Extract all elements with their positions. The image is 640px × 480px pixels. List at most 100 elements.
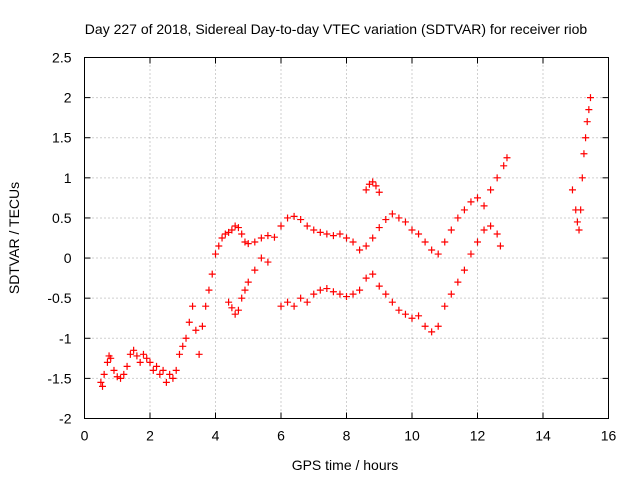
data-point	[323, 230, 331, 238]
x-tick-labels: 0 2 4 6 8 10 12 14 16	[81, 428, 617, 444]
data-point	[221, 230, 229, 238]
data-point	[303, 222, 311, 230]
data-point	[441, 302, 449, 310]
data-point	[401, 218, 409, 226]
data-point	[568, 186, 576, 194]
chart-title: Day 227 of 2018, Sidereal Day-to-day VTE…	[85, 21, 588, 37]
data-point	[421, 322, 429, 330]
data-point	[493, 230, 501, 238]
data-point	[578, 174, 586, 182]
data-point	[428, 246, 436, 254]
data-point	[583, 118, 591, 126]
data-point	[382, 290, 390, 298]
data-point	[467, 250, 475, 258]
data-point	[375, 188, 383, 196]
x-tick-label: 16	[601, 428, 617, 444]
data-point	[146, 358, 154, 366]
data-point	[336, 230, 344, 238]
x-tick-label: 14	[535, 428, 551, 444]
data-point	[251, 266, 259, 274]
y-axis-label: SDTVAR / TECUs	[6, 182, 22, 294]
data-point	[264, 258, 272, 266]
data-point	[369, 234, 377, 242]
data-point	[251, 238, 259, 246]
data-point	[139, 350, 147, 358]
data-point	[372, 182, 380, 190]
data-point	[575, 226, 583, 234]
data-point	[179, 342, 187, 350]
data-point	[208, 270, 216, 278]
data-point	[117, 374, 125, 382]
data-point	[189, 302, 197, 310]
data-point	[234, 224, 242, 232]
data-point	[297, 294, 305, 302]
data-point	[487, 186, 495, 194]
data-point	[382, 216, 390, 224]
data-point	[133, 352, 141, 360]
data-point	[228, 304, 236, 312]
data-point	[192, 326, 200, 334]
data-point	[362, 274, 370, 282]
data-point	[415, 230, 423, 238]
data-point	[297, 216, 305, 224]
data-point	[415, 312, 423, 320]
data-point	[362, 186, 370, 194]
data-point	[162, 378, 170, 386]
data-point	[408, 226, 416, 234]
y-tick-label: -0.5	[47, 290, 71, 306]
data-point	[257, 234, 265, 242]
data-point	[153, 362, 161, 370]
data-point	[215, 242, 223, 250]
data-point	[264, 232, 272, 240]
data-point	[474, 238, 481, 246]
data-point	[244, 278, 252, 286]
data-point	[113, 373, 121, 381]
data-point	[103, 358, 111, 366]
data-point	[231, 222, 239, 230]
data-point	[212, 250, 219, 258]
data-point	[231, 310, 239, 318]
data-point	[349, 238, 357, 246]
data-point	[228, 226, 236, 234]
data-point	[310, 290, 318, 298]
data-point	[336, 290, 344, 298]
data-point	[244, 240, 252, 248]
data-point	[356, 286, 364, 294]
data-point	[580, 150, 588, 158]
data-point	[100, 370, 108, 378]
y-tick-label: -2	[59, 411, 72, 427]
data-point	[182, 334, 190, 342]
data-point	[126, 350, 134, 358]
data-point	[277, 302, 285, 310]
data-point	[329, 232, 337, 240]
y-tick-label: 1.5	[52, 130, 72, 146]
data-point	[159, 366, 167, 374]
data-points	[97, 94, 594, 390]
data-point	[388, 210, 396, 218]
data-point	[323, 285, 331, 293]
data-point	[156, 370, 164, 378]
data-point	[474, 194, 481, 202]
data-point	[198, 322, 206, 330]
data-point	[97, 378, 105, 386]
y-tick-label: 1	[64, 170, 72, 186]
data-point	[316, 286, 324, 294]
y-tick-label: 0.5	[52, 210, 72, 226]
data-point	[290, 212, 298, 220]
data-point	[185, 318, 193, 326]
data-point	[577, 206, 585, 214]
data-point	[388, 298, 396, 306]
data-point	[375, 282, 383, 290]
axis-ticks	[84, 57, 609, 419]
y-tick-label: -1	[59, 330, 72, 346]
data-point	[143, 354, 151, 362]
data-point	[480, 226, 488, 234]
data-point	[585, 106, 593, 114]
data-point	[123, 362, 131, 370]
x-tick-label: 12	[470, 428, 486, 444]
data-point	[356, 246, 364, 254]
data-point	[467, 198, 475, 206]
data-point	[238, 230, 246, 238]
data-point	[375, 224, 383, 232]
